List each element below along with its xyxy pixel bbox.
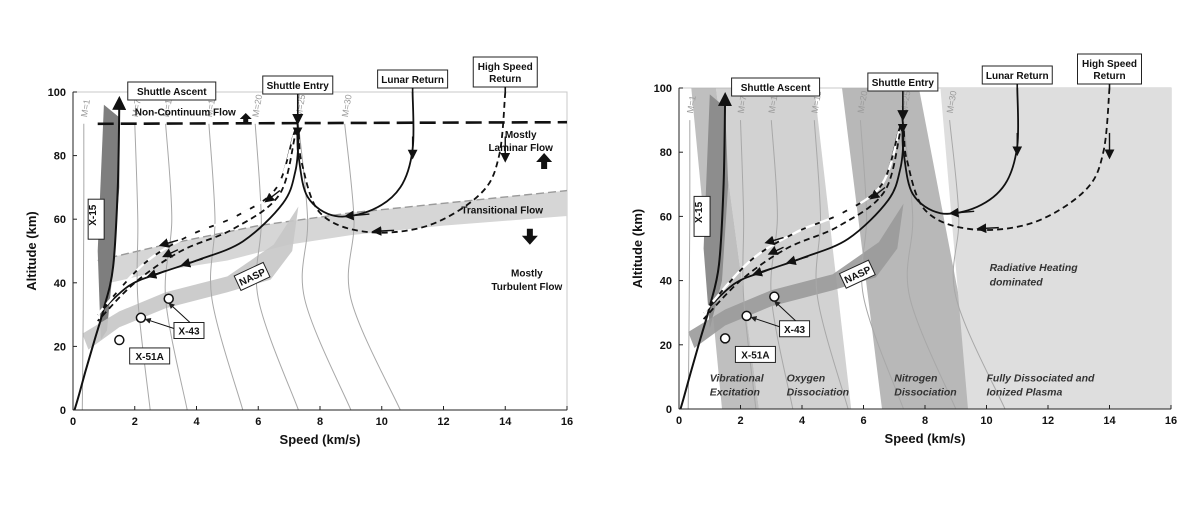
turbulent-label: Turbulent Flow: [491, 282, 562, 293]
vib-label: Vibrational: [710, 373, 765, 385]
x-tick-label: 8: [317, 416, 323, 428]
x51a-label: X-51A: [741, 350, 769, 361]
shuttle-ascent-label: Shuttle Ascent: [137, 87, 207, 98]
high-speed-return-label: Return: [1093, 71, 1125, 82]
nit-label: Nitrogen: [894, 373, 937, 385]
x-tick-label: 4: [193, 416, 200, 428]
transitional-label: Transitional Flow: [461, 205, 543, 216]
x-tick-label: 10: [980, 415, 992, 427]
oxy-label: Dissociation: [787, 387, 849, 399]
x51a-label: X-51A: [135, 352, 163, 363]
oxy-label: Oxygen: [787, 373, 826, 385]
x-tick-label: 2: [132, 416, 138, 428]
lunar-return-label: Lunar Return: [381, 75, 444, 86]
y-tick-label: 20: [660, 340, 672, 352]
vehicle-point: [742, 311, 751, 320]
rad-label: Radiative Heating: [990, 262, 1079, 274]
vehicle-point: [164, 294, 173, 303]
x-tick-label: 14: [499, 416, 512, 428]
x43-label: X-43: [178, 327, 200, 338]
y-tick-label: 20: [54, 341, 66, 353]
x-axis-label: Speed (km/s): [280, 432, 361, 447]
nit-label: Dissociation: [894, 387, 956, 399]
lunar-return-label: Lunar Return: [986, 71, 1049, 82]
shuttle-entry-label: Shuttle Entry: [267, 81, 330, 92]
y-tick-label: 80: [660, 147, 672, 159]
plasma-label: Fully Dissociated and: [987, 373, 1096, 385]
x-tick-label: 14: [1103, 415, 1116, 427]
shuttle-entry-label: Shuttle Entry: [872, 78, 935, 89]
laminar-label: Laminar Flow: [488, 143, 553, 154]
laminar-label: Mostly: [505, 130, 537, 141]
y-tick-label: 0: [666, 404, 672, 416]
x-tick-label: 0: [676, 415, 682, 427]
trajectory-arrow: [980, 228, 998, 229]
region-ionized-plasma: [940, 88, 1171, 409]
x43-label: X-43: [784, 325, 806, 336]
vib-label: Excitation: [710, 387, 760, 399]
non-continuum-label: Non-Continuum Flow: [135, 108, 236, 119]
turbulent-label: Mostly: [511, 268, 543, 279]
x-tick-label: 10: [376, 416, 388, 428]
x-tick-label: 0: [70, 416, 76, 428]
high-speed-return-label: Return: [489, 74, 521, 85]
y-axis-label: Altitude (km): [630, 209, 645, 288]
vehicle-point: [115, 336, 124, 345]
shuttle-ascent-label: Shuttle Ascent: [741, 83, 811, 94]
y-tick-label: 100: [654, 83, 672, 95]
x-tick-label: 16: [561, 416, 573, 428]
trajectory-arrow: [376, 230, 395, 231]
vehicle-point: [770, 292, 779, 301]
x-tick-label: 12: [437, 416, 449, 428]
y-tick-label: 0: [60, 405, 66, 417]
y-tick-label: 80: [54, 151, 66, 163]
x-axis-label: Speed (km/s): [885, 431, 966, 446]
high-speed-return-label: High Speed: [1082, 59, 1137, 70]
x-tick-label: 4: [799, 415, 806, 427]
x-tick-label: 6: [255, 416, 261, 428]
y-axis-label: Altitude (km): [24, 211, 39, 290]
x-tick-label: 12: [1042, 415, 1054, 427]
y-tick-label: 100: [48, 87, 66, 99]
plasma-label: Ionized Plasma: [987, 387, 1063, 399]
non-continuum-boundary: [98, 122, 567, 124]
x-tick-label: 8: [922, 415, 928, 427]
y-tick-label: 60: [660, 211, 672, 223]
y-tick-label: 60: [54, 214, 66, 226]
high-speed-return-label: High Speed: [478, 62, 533, 73]
vehicle-point: [721, 334, 730, 343]
x-tick-label: 6: [860, 415, 866, 427]
vehicle-point: [136, 313, 145, 322]
x15-label: X-15: [694, 201, 705, 223]
y-tick-label: 40: [660, 276, 672, 288]
x-tick-label: 16: [1165, 415, 1177, 427]
x15-label: X-15: [88, 204, 99, 226]
y-tick-label: 40: [54, 278, 66, 290]
x-tick-label: 2: [737, 415, 743, 427]
rad-label: dominated: [990, 276, 1044, 288]
